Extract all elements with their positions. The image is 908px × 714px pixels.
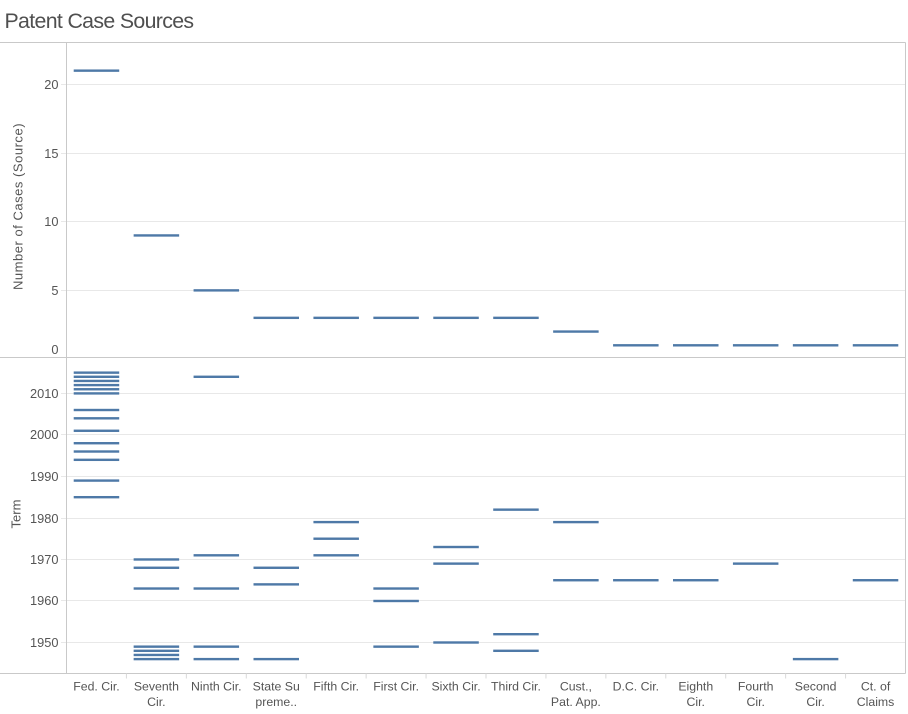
svg-text:preme..: preme.. — [255, 695, 297, 709]
svg-text:Seventh: Seventh — [134, 679, 179, 693]
svg-text:Fifth Cir.: Fifth Cir. — [313, 679, 359, 693]
svg-text:Eighth: Eighth — [678, 679, 713, 693]
svg-text:10: 10 — [44, 214, 58, 229]
svg-text:Cir.: Cir. — [147, 695, 165, 709]
svg-text:0: 0 — [51, 342, 58, 357]
svg-text:Fed. Cir.: Fed. Cir. — [73, 679, 119, 693]
svg-text:Cir.: Cir. — [806, 695, 824, 709]
svg-text:Number of Cases (Source): Number of Cases (Source) — [10, 123, 25, 290]
svg-text:2010: 2010 — [30, 386, 58, 401]
svg-text:Third Cir.: Third Cir. — [491, 679, 541, 693]
svg-text:1980: 1980 — [30, 511, 58, 526]
svg-text:Sixth Cir.: Sixth Cir. — [431, 679, 480, 693]
svg-text:Cir.: Cir. — [687, 695, 705, 709]
svg-text:2000: 2000 — [30, 427, 58, 442]
svg-text:Cir.: Cir. — [746, 695, 764, 709]
svg-text:Patent Case Sources: Patent Case Sources — [5, 9, 194, 33]
svg-text:1970: 1970 — [30, 552, 58, 567]
svg-text:First Cir.: First Cir. — [373, 679, 419, 693]
svg-text:1950: 1950 — [30, 635, 58, 650]
svg-text:Claims: Claims — [857, 695, 895, 709]
svg-text:15: 15 — [44, 146, 58, 161]
svg-text:Ct. of: Ct. of — [861, 679, 891, 693]
svg-text:Pat. App.: Pat. App. — [551, 695, 601, 709]
svg-text:Cust.,: Cust., — [560, 679, 592, 693]
svg-text:5: 5 — [51, 283, 58, 298]
svg-text:Fourth: Fourth — [738, 679, 774, 693]
svg-text:Term: Term — [9, 500, 24, 529]
svg-text:Ninth Cir.: Ninth Cir. — [191, 679, 242, 693]
svg-text:State Su: State Su — [253, 679, 300, 693]
svg-text:1960: 1960 — [30, 593, 58, 608]
svg-text:D.C. Cir.: D.C. Cir. — [613, 679, 659, 693]
svg-text:Second: Second — [795, 679, 837, 693]
svg-text:1990: 1990 — [30, 469, 58, 484]
svg-text:20: 20 — [44, 77, 58, 92]
